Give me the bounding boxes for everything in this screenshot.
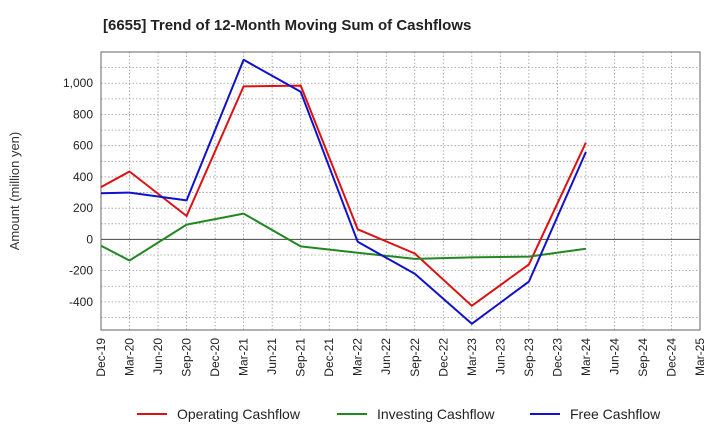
- x-tick-label: Mar-23: [465, 338, 479, 376]
- x-axis-ticks: Dec-19 Mar-20 Jun-20 Sep-20 Dec-20 Mar-21 Jun-…: [94, 338, 707, 377]
- x-tick-label: Jun-23: [493, 338, 507, 375]
- chart-title: [6655] Trend of 12-Month Moving Sum of C…: [103, 17, 471, 34]
- legend: Operating Cashflow Investing Cashflow Free…: [137, 406, 661, 422]
- y-tick-label: 200: [73, 201, 93, 215]
- x-tick-label: Dec-20: [208, 338, 222, 377]
- y-tick-label: -200: [69, 264, 93, 278]
- x-tick-label: Jun-22: [379, 338, 393, 375]
- x-tick-label: Sep-22: [408, 338, 422, 377]
- x-tick-label: Jun-21: [265, 338, 279, 375]
- grid: [100, 51, 701, 330]
- y-axis-ticks: -400 -200 0 200 400 600 800 1,000: [63, 76, 93, 309]
- x-tick-label: Dec-21: [322, 338, 336, 377]
- x-tick-label: Sep-20: [180, 338, 194, 377]
- x-tick-label: Sep-23: [522, 338, 536, 377]
- x-tick-label: Dec-22: [436, 338, 450, 377]
- plot-area: [100, 51, 701, 331]
- series-line-free-cashflow: [100, 58, 587, 325]
- x-tick-label: Sep-24: [636, 338, 650, 377]
- y-tick-label: -400: [69, 295, 93, 309]
- x-tick-label: Dec-23: [550, 338, 564, 377]
- x-tick-label: Dec-24: [664, 338, 678, 377]
- y-tick-label: 400: [73, 170, 93, 184]
- x-tick-label: Jun-24: [607, 338, 621, 375]
- legend-label-free-cashflow: Free Cashflow: [570, 406, 661, 422]
- series-lines: [100, 58, 587, 325]
- y-tick-label: 800: [73, 107, 93, 121]
- y-tick-label: 0: [86, 232, 93, 246]
- legend-label-investing-cashflow: Investing Cashflow: [377, 406, 495, 422]
- y-tick-label: 1,000: [63, 76, 93, 90]
- y-tick-label: 600: [73, 139, 93, 153]
- x-tick-label: Jun-20: [151, 338, 165, 375]
- x-tick-label: Mar-22: [351, 338, 365, 376]
- legend-label-operating-cashflow: Operating Cashflow: [177, 406, 301, 422]
- series-line-operating-cashflow: [100, 84, 587, 307]
- x-tick-label: Mar-24: [579, 338, 593, 376]
- x-tick-label: Sep-21: [294, 338, 308, 377]
- x-tick-label: Mar-20: [123, 338, 137, 376]
- x-tick-label: Mar-25: [693, 338, 707, 376]
- x-tick-label: Mar-21: [237, 338, 251, 376]
- x-tick-label: Dec-19: [94, 338, 108, 377]
- y-axis-title: Amount (million yen): [7, 132, 22, 251]
- series-line-investing-cashflow: [100, 212, 587, 262]
